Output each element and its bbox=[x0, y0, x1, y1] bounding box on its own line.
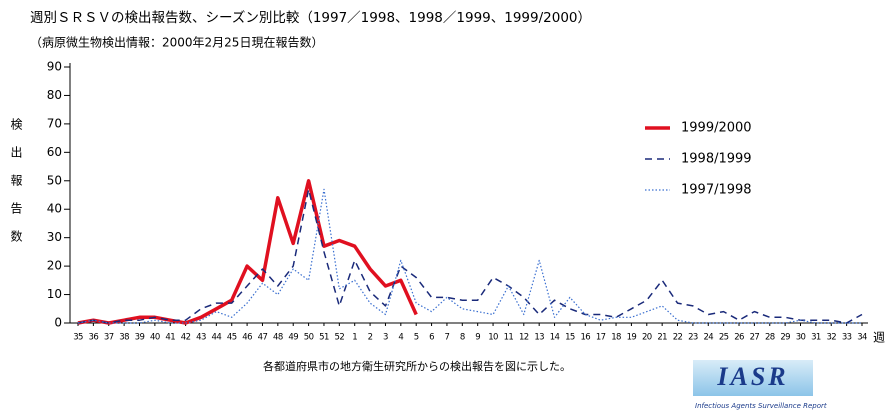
legend-label: 1998/1999 bbox=[681, 152, 752, 167]
x-tick-label: 27 bbox=[750, 333, 760, 343]
x-tick-label: 42 bbox=[181, 333, 191, 343]
x-axis-label: 週 bbox=[873, 331, 885, 345]
x-tick-label: 49 bbox=[288, 333, 298, 343]
x-tick-label: 19 bbox=[627, 333, 637, 343]
x-tick-label: 20 bbox=[642, 333, 652, 343]
x-tick-label: 30 bbox=[796, 333, 806, 343]
y-axis-label: 検出報告数 bbox=[9, 118, 23, 258]
x-tick-label: 44 bbox=[212, 333, 222, 343]
y-tick-label: 70 bbox=[47, 116, 62, 130]
y-tick-label: 50 bbox=[47, 173, 62, 187]
x-tick-label: 52 bbox=[335, 333, 345, 343]
x-tick-label: 48 bbox=[273, 333, 283, 343]
x-tick-label: 40 bbox=[150, 333, 160, 343]
x-tick-label: 43 bbox=[196, 333, 206, 343]
logo: IASR bbox=[716, 362, 788, 391]
x-tick-label: 24 bbox=[703, 333, 713, 343]
x-tick-label: 25 bbox=[719, 333, 729, 343]
y-tick-label: 80 bbox=[47, 88, 62, 102]
chart-subtitle: （病原微生物検出情報：2000年2月25日現在報告数） bbox=[30, 35, 323, 50]
x-tick-label: 37 bbox=[104, 333, 114, 343]
y-tick-label: 60 bbox=[47, 145, 62, 159]
x-tick-label: 6 bbox=[429, 333, 434, 343]
x-tick-label: 15 bbox=[565, 333, 575, 343]
x-tick-label: 41 bbox=[165, 333, 175, 343]
x-tick-label: 39 bbox=[135, 333, 145, 343]
x-tick-label: 10 bbox=[488, 333, 498, 343]
x-tick-label: 4 bbox=[398, 333, 403, 343]
x-tick-label: 34 bbox=[857, 333, 867, 343]
x-tick-label: 17 bbox=[596, 333, 606, 343]
x-tick-label: 46 bbox=[242, 333, 252, 343]
logo-caption: Infectious Agents Surveillance Report bbox=[695, 402, 827, 410]
x-tick-label: 23 bbox=[688, 333, 698, 343]
chart-title: 週別ＳＲＳＶの検出報告数、シーズン別比較（1997／1998、1998／1999… bbox=[30, 10, 591, 26]
x-tick-label: 18 bbox=[611, 333, 621, 343]
x-tick-label: 21 bbox=[657, 333, 667, 343]
x-tick-label: 26 bbox=[734, 333, 744, 343]
x-tick-label: 51 bbox=[319, 333, 329, 343]
note: 各都道府県市の地方衛生研究所からの検出報告を図に示した。 bbox=[263, 359, 571, 373]
legend-label: 1999/2000 bbox=[681, 121, 752, 136]
x-tick-label: 38 bbox=[119, 333, 129, 343]
y-tick-label: 90 bbox=[47, 60, 62, 74]
x-tick-label: 31 bbox=[811, 333, 821, 343]
series-line bbox=[77, 188, 863, 324]
y-tick-label: 0 bbox=[54, 316, 62, 330]
x-tick-label: 3 bbox=[383, 333, 388, 343]
x-tick-label: 35 bbox=[73, 333, 83, 343]
y-tick-label: 10 bbox=[47, 287, 62, 301]
legend-label: 1997/1998 bbox=[681, 183, 752, 198]
x-tick-label: 2 bbox=[368, 333, 373, 343]
x-tick-label: 11 bbox=[504, 333, 514, 343]
x-tick-label: 47 bbox=[258, 333, 268, 343]
series-line bbox=[77, 179, 418, 325]
x-tick-label: 13 bbox=[534, 333, 544, 343]
logo-box bbox=[693, 360, 813, 396]
x-tick-label: 16 bbox=[580, 333, 590, 343]
x-tick-label: 45 bbox=[227, 333, 237, 343]
y-tick-label: 40 bbox=[47, 202, 62, 216]
x-tick-label: 28 bbox=[765, 333, 775, 343]
x-tick-label: 33 bbox=[842, 333, 852, 343]
x-tick-label: 8 bbox=[460, 333, 465, 343]
x-tick-label: 36 bbox=[89, 333, 99, 343]
x-tick-label: 22 bbox=[673, 333, 683, 343]
x-tick-label: 50 bbox=[304, 333, 314, 343]
y-tick-label: 20 bbox=[47, 259, 62, 273]
x-tick-label: 5 bbox=[414, 333, 419, 343]
x-tick-label: 12 bbox=[519, 333, 529, 343]
series-line bbox=[77, 188, 862, 324]
x-tick-label: 1 bbox=[352, 333, 357, 343]
y-tick-label: 30 bbox=[47, 230, 62, 244]
x-tick-label: 7 bbox=[445, 333, 450, 343]
x-tick-label: 32 bbox=[826, 333, 836, 343]
x-tick-label: 29 bbox=[780, 333, 790, 343]
x-tick-label: 9 bbox=[475, 333, 480, 343]
x-tick-label: 14 bbox=[550, 333, 560, 343]
